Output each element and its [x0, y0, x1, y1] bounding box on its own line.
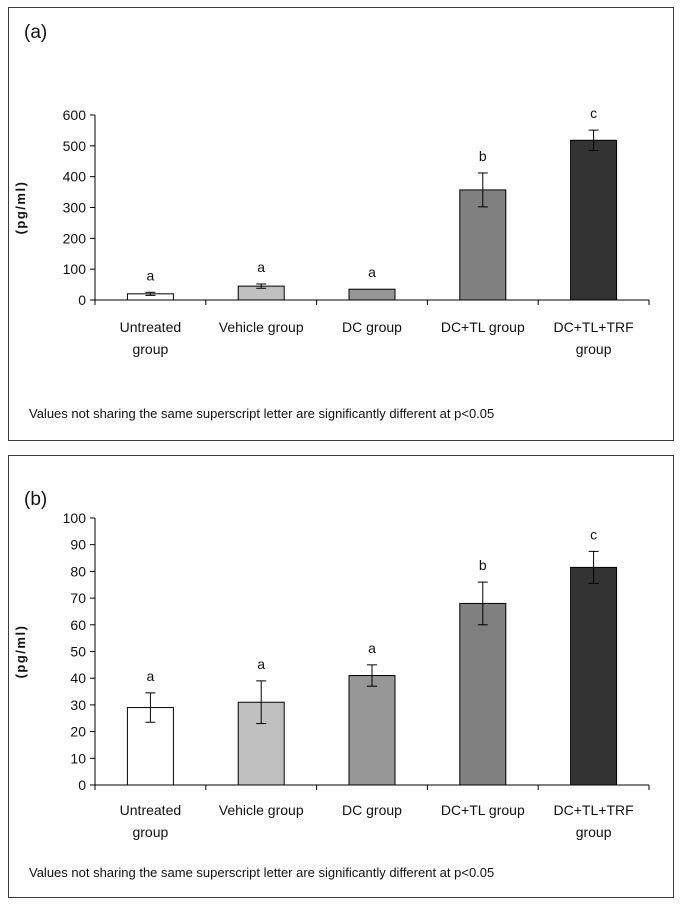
x-category-label: DC group: [342, 319, 402, 335]
x-category-label: DC+TL+TRF: [554, 319, 634, 335]
y-tick-label: 200: [63, 230, 87, 246]
significance-letter: a: [257, 656, 265, 672]
x-category-label: DC group: [342, 802, 402, 818]
x-category-label: group: [132, 341, 168, 357]
x-category-label: group: [576, 341, 612, 357]
chart-panel-b: (b) (pg/ml) 0 10 20 30 40 50 60 70 80 90 100 a Untreat…: [8, 455, 674, 898]
x-category-label: group: [576, 824, 612, 840]
y-tick-label: 60: [70, 617, 86, 633]
x-category-label: Untreated: [120, 319, 181, 335]
x-category-label: Vehicle group: [219, 802, 304, 818]
y-tick-label: 90: [70, 537, 86, 553]
y-axis-title: (pg/ml): [13, 181, 28, 235]
y-tick-label: 10: [70, 750, 86, 766]
significance-note: Values not sharing the same superscript …: [29, 865, 495, 880]
bar: [459, 189, 507, 301]
y-tick-label: 50: [70, 644, 86, 660]
chart-panel-a: (a) (pg/ml) 0 100 200 300 400 500 600 a Untreated g…: [8, 7, 674, 441]
x-category-label: DC+TL+TRF: [554, 802, 634, 818]
y-axis-title: (pg/ml): [13, 625, 28, 679]
y-tick-label: 300: [63, 200, 87, 216]
y-tick-label: 70: [70, 590, 86, 606]
y-tick-label: 100: [63, 510, 87, 526]
significance-letter: c: [590, 105, 597, 121]
significance-letter: a: [147, 668, 155, 684]
x-category-label: DC+TL group: [441, 319, 525, 335]
x-category-label: group: [132, 824, 168, 840]
bar: [570, 139, 618, 301]
panel-label: (a): [24, 22, 47, 43]
y-tick-label: 100: [63, 261, 87, 277]
x-category-label: Untreated: [120, 802, 181, 818]
bar: [348, 288, 396, 301]
y-tick-label: 500: [63, 138, 87, 154]
y-tick-label: 40: [70, 670, 86, 686]
significance-letter: a: [368, 640, 376, 656]
significance-letter: a: [257, 259, 265, 275]
x-category-label: Vehicle group: [219, 319, 304, 335]
y-tick-label: 0: [78, 777, 86, 793]
y-tick-label: 600: [63, 107, 87, 123]
significance-letter: c: [590, 526, 597, 542]
bar-chart-a: (a) (pg/ml) 0 100 200 300 400 500 600 a Untreated g…: [13, 22, 650, 357]
significance-letter: b: [479, 148, 487, 164]
panel-label: (b): [24, 489, 47, 510]
y-tick-label: 0: [78, 292, 86, 308]
y-tick-label: 80: [70, 563, 86, 579]
significance-letter: a: [147, 267, 155, 283]
y-tick-label: 30: [70, 697, 86, 713]
y-tick-label: 400: [63, 169, 87, 185]
y-tick-label: 20: [70, 724, 86, 740]
bar: [459, 602, 507, 786]
x-category-label: DC+TL group: [441, 802, 525, 818]
bar: [348, 675, 396, 786]
significance-letter: a: [368, 264, 376, 280]
significance-letter: b: [479, 557, 487, 573]
significance-note: Values not sharing the same superscript …: [29, 406, 495, 421]
bar: [570, 566, 618, 786]
bar-chart-b: (b) (pg/ml) 0 10 20 30 40 50 60 70 80 90 100 a Untreat…: [13, 489, 650, 840]
